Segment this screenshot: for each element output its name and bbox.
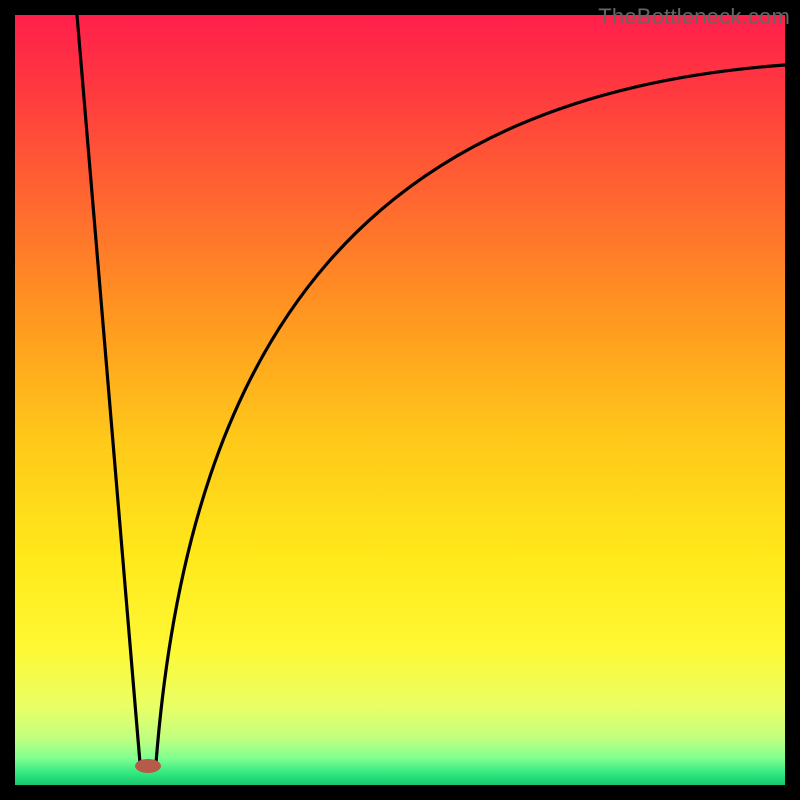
minimum-marker [135,759,161,773]
curve-right-branch [156,65,785,763]
watermark-text: TheBottleneck.com [598,4,790,30]
curve-left-branch [77,15,140,763]
bottleneck-curve [0,0,800,800]
chart-container: TheBottleneck.com [0,0,800,800]
